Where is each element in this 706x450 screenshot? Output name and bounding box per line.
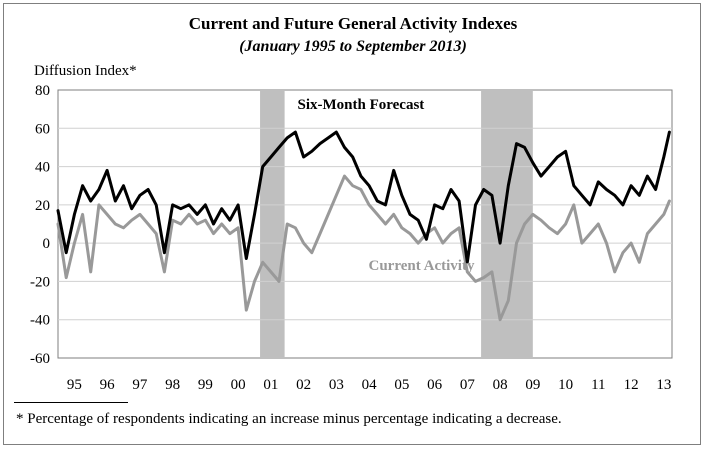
x-tick-label: 10 [558, 377, 573, 393]
series-lines [56, 130, 671, 322]
y-tick-label: -60 [30, 351, 50, 367]
chart-subtitle: (January 1995 to September 2013) [239, 38, 467, 55]
y-tick-labels: 80 60 40 20 0 -20 -40 -60 [30, 83, 50, 367]
x-tick-label: 01 [263, 377, 278, 393]
footnote-rule [14, 402, 128, 403]
x-tick-label: 08 [493, 377, 508, 393]
x-tick-label: 11 [591, 377, 605, 393]
series-annotations: Six-Month Forecast Current Activity [298, 97, 475, 274]
series-line-six-month-forecast [56, 130, 671, 264]
x-tick-label: 05 [394, 377, 409, 393]
label-six-month-forecast: Six-Month Forecast [298, 97, 425, 113]
label-current-activity: Current Activity [369, 258, 475, 274]
x-tick-label: 03 [329, 377, 344, 393]
x-tick-label: 98 [165, 377, 180, 393]
x-tick-label: 96 [100, 377, 116, 393]
x-tick-label: 06 [427, 377, 443, 393]
x-tick-label: 02 [296, 377, 311, 393]
y-tick-label: -20 [30, 274, 50, 290]
y-tick-label: -40 [30, 313, 50, 329]
y-tick-label: 0 [43, 236, 51, 252]
x-tick-label: 04 [362, 377, 378, 393]
x-tick-label: 09 [525, 377, 540, 393]
recession-band-1 [260, 90, 285, 358]
series-line-current-activity [56, 174, 671, 322]
y-tick-label: 40 [35, 160, 50, 176]
footnote: * Percentage of respondents indicating a… [16, 411, 562, 427]
y-axis-label: Diffusion Index* [34, 63, 137, 79]
plot-area [57, 89, 673, 359]
x-tick-label: 07 [460, 377, 476, 393]
x-tick-label: 95 [67, 377, 82, 393]
x-tick-label: 99 [198, 377, 213, 393]
x-tick-label: 00 [231, 377, 246, 393]
y-tick-label: 60 [35, 121, 50, 137]
x-tick-labels: 95 96 97 98 99 00 01 02 03 04 05 06 07 08 09 10 11 12 13 [67, 377, 671, 393]
gridlines [58, 127, 672, 321]
x-tick-label: 97 [132, 377, 148, 393]
y-tick-label: 20 [35, 198, 50, 214]
x-tick-label: 12 [624, 377, 639, 393]
chart-title: Current and Future General Activity Inde… [188, 14, 518, 33]
y-tick-label: 80 [35, 83, 50, 99]
x-tick-label: 13 [656, 377, 671, 393]
